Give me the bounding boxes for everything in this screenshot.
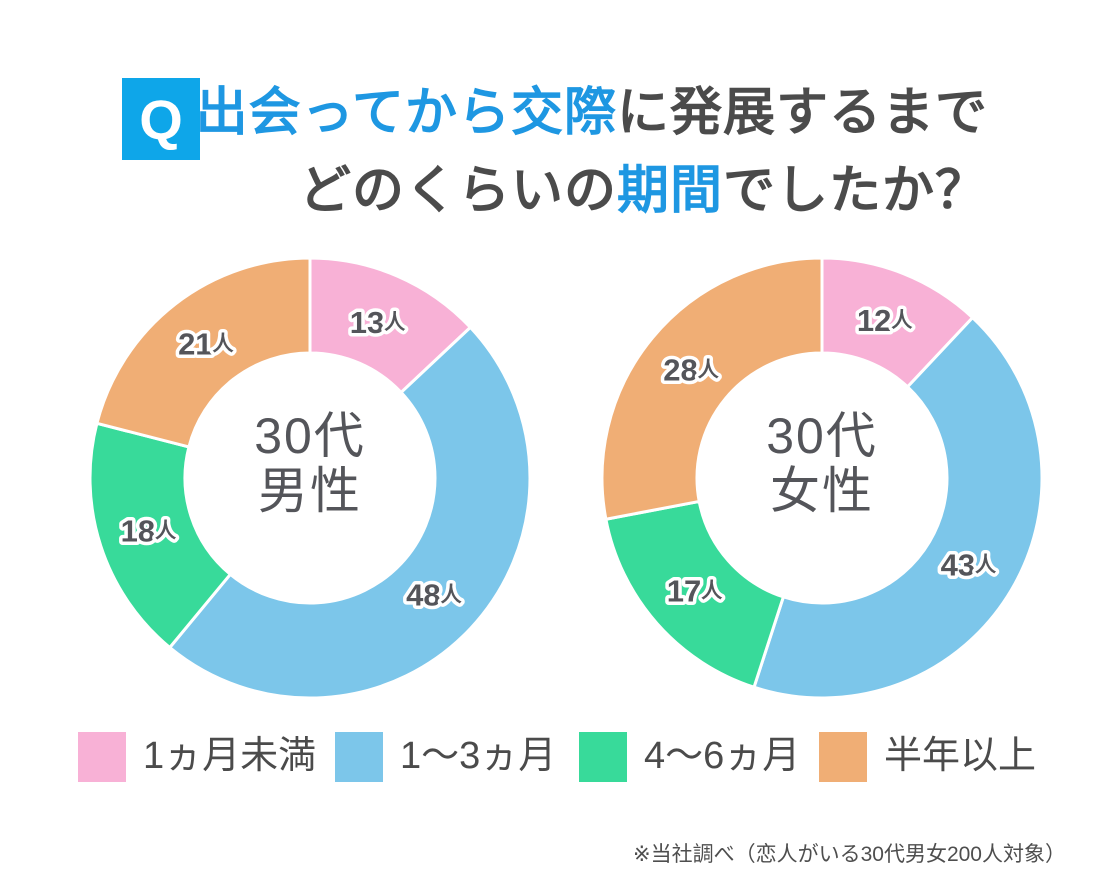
donut-segment-4〜6ヵ月 bbox=[88, 421, 232, 650]
title-line-1: 出会ってから交際に発展するまで bbox=[196, 74, 988, 152]
donut-segment-半年以上 bbox=[600, 256, 824, 521]
legend-swatch-green bbox=[579, 731, 627, 782]
legend-item-half-year-plus: 半年以上 bbox=[819, 731, 1036, 782]
donut-segment-1〜3ヵ月 bbox=[168, 325, 532, 700]
legend-item-under-1-month: 1ヵ月未満 bbox=[78, 731, 316, 782]
donut-segment-1〜3ヵ月 bbox=[752, 316, 1044, 700]
slice-value-label: 12人 bbox=[857, 302, 912, 337]
legend-swatch-orange bbox=[819, 731, 867, 782]
legend-item-4-6-months: 4〜6ヵ月 bbox=[579, 731, 800, 782]
legend-label: 4〜6ヵ月 bbox=[644, 735, 801, 777]
slice-value-label: 17人 bbox=[667, 573, 722, 608]
donut-center-label: 男性 bbox=[258, 463, 362, 519]
title-line-2: どのくらいの期間でしたか？ bbox=[196, 152, 988, 230]
title-segment: でしたか？ bbox=[722, 162, 988, 220]
page-title: 出会ってから交際に発展するまで どのくらいの期間でしたか？ bbox=[196, 74, 988, 230]
donut-center-label: 30代 bbox=[766, 408, 878, 464]
slice-value-label: 43人 bbox=[941, 547, 996, 582]
survey-note: ※当社調べ（恋人がいる30代男女200人対象） bbox=[633, 843, 1066, 866]
slice-value-label: 21人 bbox=[178, 326, 233, 361]
legend-item-1-3-months: 1〜3ヵ月 bbox=[335, 731, 556, 782]
donut-segment-半年以上 bbox=[95, 256, 312, 449]
donut-center-label: 30代 bbox=[254, 408, 366, 464]
title-segment: 期間 bbox=[616, 162, 723, 220]
slice-value-label: 18人 bbox=[121, 513, 176, 548]
slice-value-label: 13人 bbox=[350, 304, 405, 339]
q-badge: Q bbox=[122, 78, 200, 160]
title-segment: どのくらいの bbox=[298, 162, 617, 220]
legend-swatch-blue bbox=[335, 731, 383, 782]
legend-swatch-pink bbox=[78, 731, 126, 782]
slice-value-label: 28人 bbox=[663, 352, 718, 387]
legend-label: 1ヵ月未満 bbox=[143, 735, 317, 777]
donut-center-label: 女性 bbox=[770, 463, 874, 519]
title-segment: に発展するまで bbox=[616, 84, 988, 142]
donut-segment-4〜6ヵ月 bbox=[604, 499, 785, 689]
legend-label: 1〜3ヵ月 bbox=[400, 735, 557, 777]
title-segment: 出会ってから交際 bbox=[195, 84, 617, 142]
legend-label: 半年以上 bbox=[884, 735, 1037, 777]
slice-value-label: 48人 bbox=[406, 577, 461, 612]
